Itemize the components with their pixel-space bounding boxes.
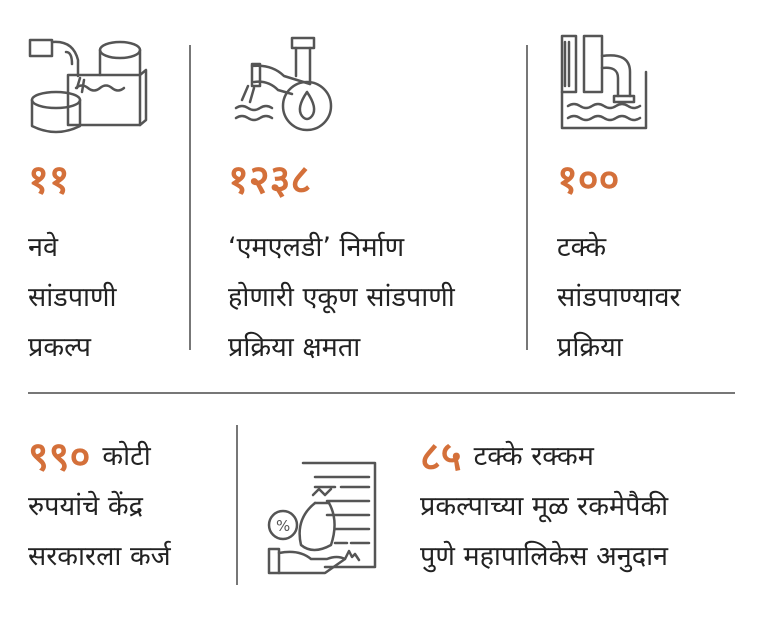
stat-label-line: सरकारला कर्ज [28, 541, 171, 572]
stat-label-line: सांडपाण्यावर [557, 282, 681, 313]
stat-label-line: सांडपाणी [28, 282, 117, 313]
money-bag-document-icon: % [267, 461, 377, 575]
stat-number: १२३८ [228, 157, 312, 203]
svg-text:%: % [276, 517, 290, 535]
stat-percent-treated: १०० टक्के सांडपाण्यावर प्रक्रिया [557, 160, 681, 373]
sewage-tanks-icon [28, 38, 148, 134]
stat-label-line: प्रकल्प [28, 332, 92, 363]
stat-label-line: पुणे महापालिकेस अनुदान [420, 541, 669, 572]
stat-label-line: कोटी [102, 441, 151, 472]
divider-vertical [526, 45, 528, 350]
stat-mld-capacity: १२३८ ‘एमएलडी’ निर्माण होणारी एकूण सांडपा… [228, 160, 455, 373]
stat-label-line: रुपयांचे केंद्र [28, 491, 143, 522]
stat-loan: ९९० कोटी रुपयांचे केंद्र सरकारला कर्ज [28, 432, 171, 582]
treatment-plant-icon [560, 34, 648, 130]
stat-label-line: होणारी एकूण सांडपाणी [228, 282, 455, 313]
stat-label-line: नवे [28, 232, 58, 263]
stat-label-line: प्रक्रिया [557, 332, 623, 363]
stat-grant: ८५ टक्के रक्कम प्रकल्पाच्या मूळ रकमेपैकी… [420, 432, 668, 582]
stat-label-line: ‘एमएलडी’ निर्माण [228, 232, 405, 263]
pipe-water-drop-icon [234, 36, 333, 132]
divider-horizontal [28, 392, 735, 394]
stat-number: १०० [557, 157, 620, 203]
stat-number: ९९० [28, 434, 91, 480]
stat-label-line: टक्के रक्कम [473, 441, 594, 472]
stat-number: ८५ [420, 434, 462, 480]
stat-label-line: टक्के [557, 232, 607, 263]
stat-new-projects: ११ नवे सांडपाणी प्रकल्प [28, 160, 117, 373]
stat-label-line: प्रक्रिया क्षमता [228, 332, 361, 363]
divider-vertical [189, 45, 191, 350]
stat-number: ११ [28, 157, 70, 203]
stat-label-line: प्रकल्पाच्या मूळ रकमेपैकी [420, 491, 669, 522]
divider-vertical [236, 425, 238, 585]
